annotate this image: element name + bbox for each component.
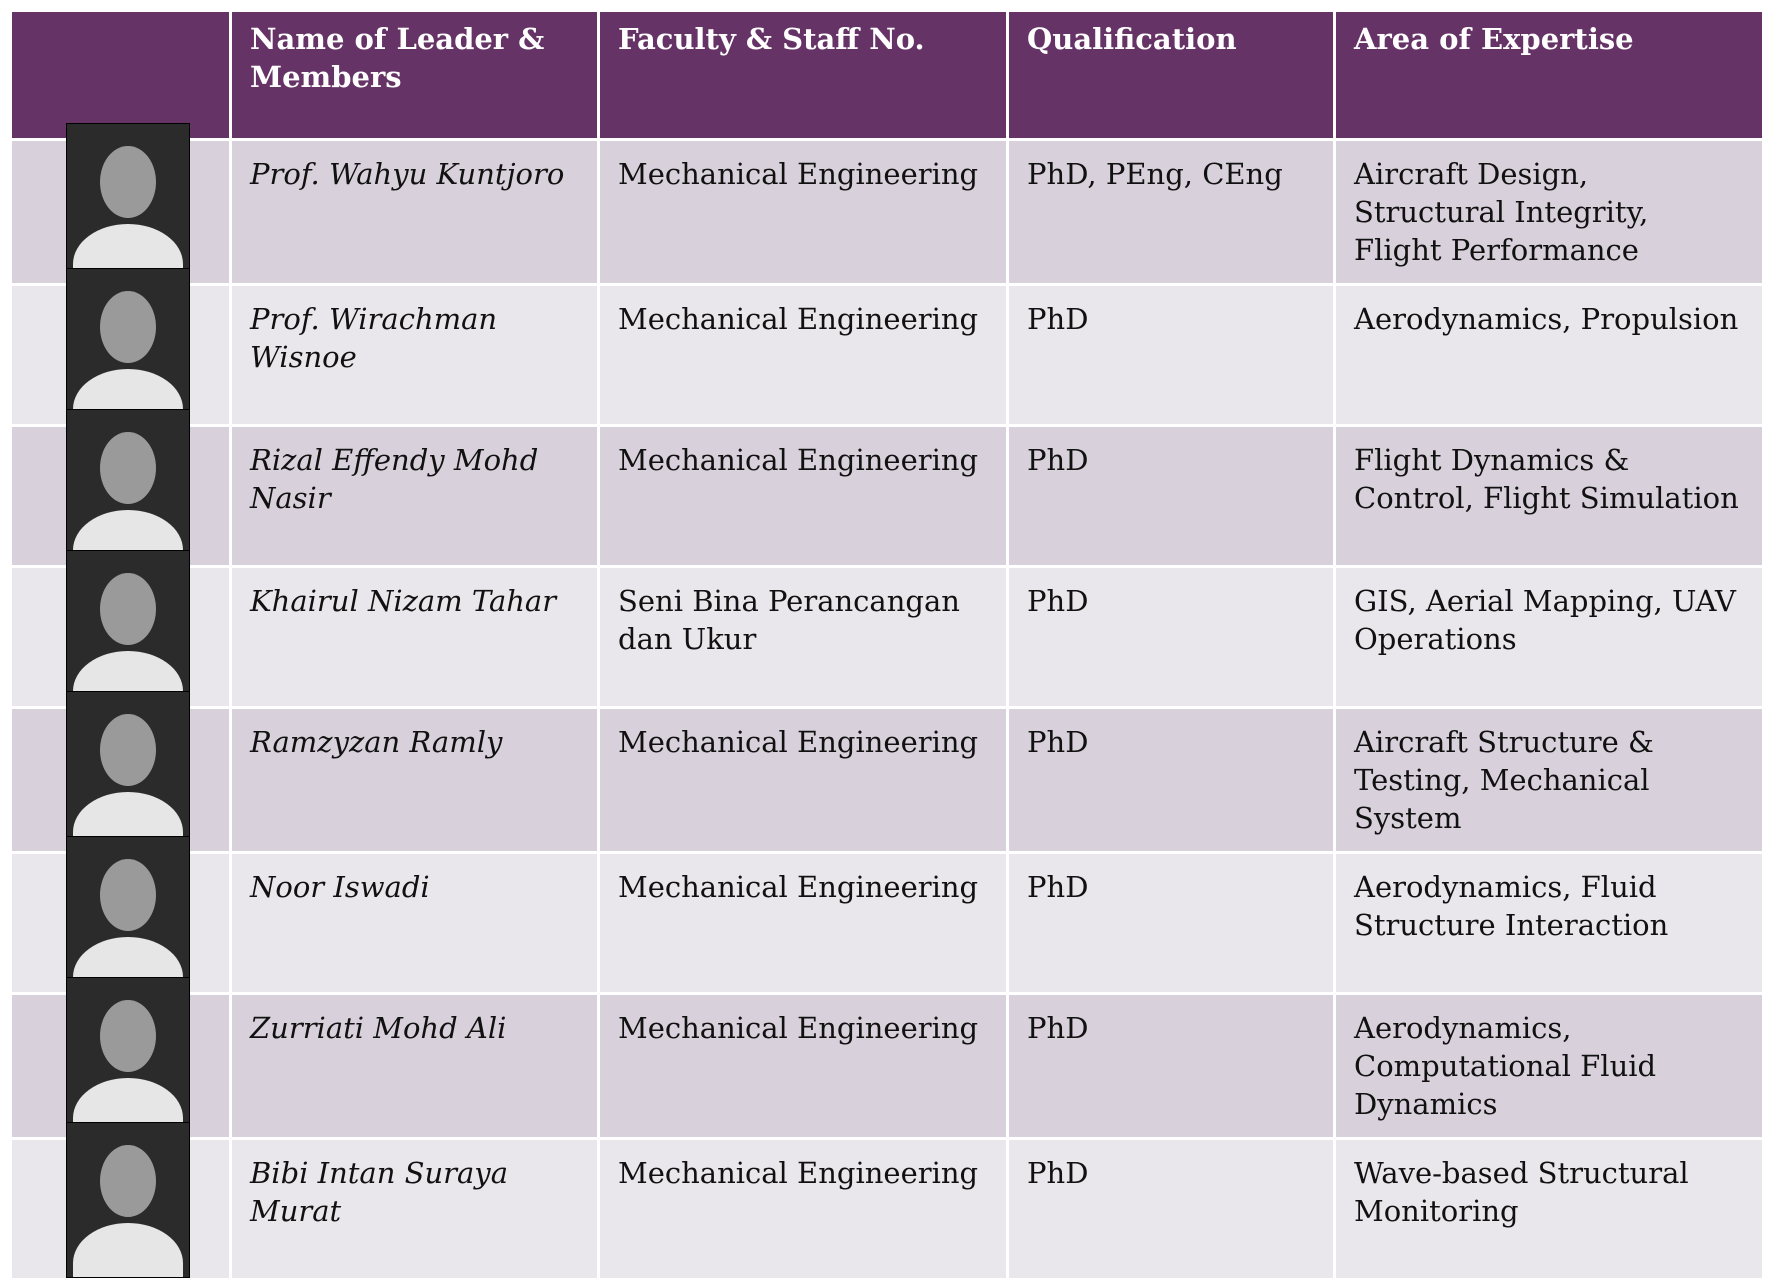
table-row: Bibi Intan Suraya Murat Mechanical Engine… bbox=[9, 1122, 1765, 1281]
faculty-cell: Mechanical Engineering bbox=[597, 424, 1009, 568]
header-cell bbox=[9, 9, 232, 141]
photo-cell bbox=[9, 977, 232, 1140]
header-cell: Qualification bbox=[1006, 9, 1336, 141]
table-body: Prof. Wahyu Kuntjoro Mechanical Engineeri… bbox=[9, 123, 1765, 1281]
photo-cell bbox=[9, 550, 232, 709]
faculty-cell: Mechanical Engineering bbox=[597, 706, 1009, 854]
name-cell: Khairul Nizam Tahar bbox=[229, 565, 600, 709]
photo-cell bbox=[9, 836, 232, 995]
table-row: Ramzyzan Ramly Mechanical Engineering PhD A… bbox=[9, 691, 1765, 854]
member-photo bbox=[66, 550, 190, 706]
page: Name of Leader & Members Faculty & Staff … bbox=[9, 9, 1765, 1281]
expertise-cell: Aircraft Design, Structural Integrity, F… bbox=[1333, 138, 1765, 286]
expertise-cell: Aerodynamics, Computational Fluid Dynami… bbox=[1333, 992, 1765, 1140]
name-cell: Prof. Wahyu Kuntjoro bbox=[229, 138, 600, 286]
table-row: Prof. Wahyu Kuntjoro Mechanical Engineeri… bbox=[9, 123, 1765, 286]
photo-cell bbox=[9, 691, 232, 854]
name-cell: Rizal Effendy Mohd Nasir bbox=[229, 424, 600, 568]
faculty-cell: Mechanical Engineering bbox=[597, 283, 1009, 427]
qualification-cell: PhD bbox=[1006, 424, 1336, 568]
table-row: Rizal Effendy Mohd Nasir Mechanical Engin… bbox=[9, 409, 1765, 568]
header-cell: Name of Leader & Members bbox=[229, 9, 600, 141]
faculty-cell: Seni Bina Perancangan dan Ukur bbox=[597, 565, 1009, 709]
qualification-cell: PhD, PEng, CEng bbox=[1006, 138, 1336, 286]
name-cell: Bibi Intan Suraya Murat bbox=[229, 1137, 600, 1281]
qualification-cell: PhD bbox=[1006, 851, 1336, 995]
name-cell: Noor Iswadi bbox=[229, 851, 600, 995]
table-row: Prof. Wirachman Wisnoe Mechanical Enginee… bbox=[9, 268, 1765, 427]
table-row: Khairul Nizam Tahar Seni Bina Perancangan… bbox=[9, 550, 1765, 709]
table-row: Noor Iswadi Mechanical Engineering PhD Aero… bbox=[9, 836, 1765, 995]
expertise-cell: Flight Dynamics & Control, Flight Simula… bbox=[1333, 424, 1765, 568]
qualification-cell: PhD bbox=[1006, 283, 1336, 427]
member-photo bbox=[66, 836, 190, 992]
member-photo bbox=[66, 1122, 190, 1278]
photo-cell bbox=[9, 123, 232, 286]
photo-cell bbox=[9, 268, 232, 427]
qualification-cell: PhD bbox=[1006, 706, 1336, 854]
faculty-cell: Mechanical Engineering bbox=[597, 138, 1009, 286]
expertise-cell: Aerodynamics, Fluid Structure Interactio… bbox=[1333, 851, 1765, 995]
table-row: Zurriati Mohd Ali Mechanical Engineering P… bbox=[9, 977, 1765, 1140]
expertise-cell: Wave-based Structural Monitoring bbox=[1333, 1137, 1765, 1281]
faculty-cell: Mechanical Engineering bbox=[597, 851, 1009, 995]
members-table: Name of Leader & Members Faculty & Staff … bbox=[9, 9, 1765, 1281]
header-cell: Faculty & Staff No. bbox=[597, 9, 1009, 141]
name-cell: Ramzyzan Ramly bbox=[229, 706, 600, 854]
member-photo bbox=[66, 691, 190, 847]
qualification-cell: PhD bbox=[1006, 1137, 1336, 1281]
header-row: Name of Leader & Members Faculty & Staff … bbox=[9, 9, 1765, 141]
faculty-cell: Mechanical Engineering bbox=[597, 1137, 1009, 1281]
expertise-cell: Aerodynamics, Propulsion bbox=[1333, 283, 1765, 427]
expertise-cell: Aircraft Structure & Testing, Mechanical… bbox=[1333, 706, 1765, 854]
member-photo bbox=[66, 123, 190, 279]
expertise-cell: GIS, Aerial Mapping, UAV Operations bbox=[1333, 565, 1765, 709]
faculty-cell: Mechanical Engineering bbox=[597, 992, 1009, 1140]
photo-cell bbox=[9, 409, 232, 568]
qualification-cell: PhD bbox=[1006, 565, 1336, 709]
member-photo bbox=[66, 977, 190, 1133]
member-photo bbox=[66, 268, 190, 424]
name-cell: Zurriati Mohd Ali bbox=[229, 992, 600, 1140]
header-cell: Area of Expertise bbox=[1333, 9, 1765, 141]
name-cell: Prof. Wirachman Wisnoe bbox=[229, 283, 600, 427]
photo-cell bbox=[9, 1122, 232, 1281]
member-photo bbox=[66, 409, 190, 565]
qualification-cell: PhD bbox=[1006, 992, 1336, 1140]
